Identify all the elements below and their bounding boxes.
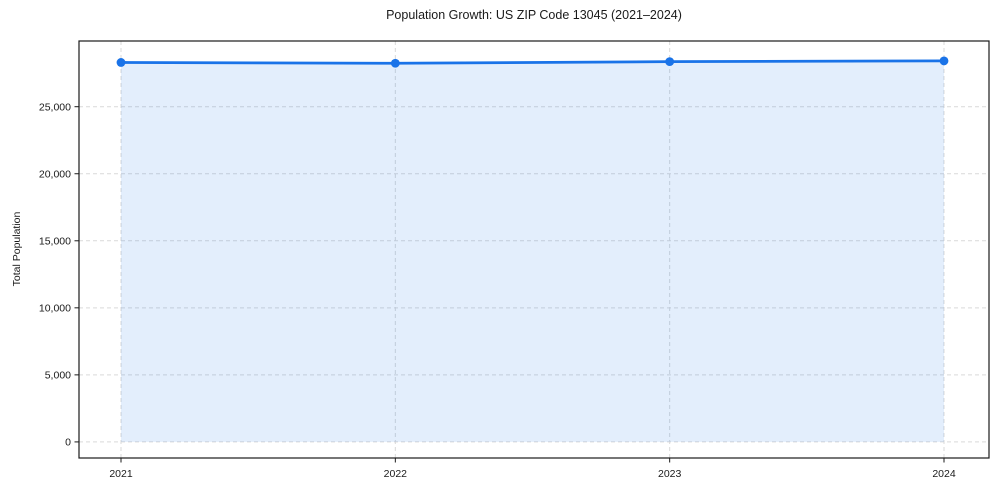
x-tick-label: 2024 bbox=[932, 468, 956, 480]
data-point bbox=[116, 58, 126, 67]
chart-title: Population Growth: US ZIP Code 13045 (20… bbox=[386, 8, 682, 22]
x-tick-label: 2022 bbox=[384, 468, 408, 480]
y-tick-label: 5,000 bbox=[45, 369, 71, 381]
y-tick-label: 0 bbox=[65, 437, 71, 449]
data-point bbox=[390, 58, 400, 68]
data-point bbox=[939, 56, 949, 66]
y-tick-label: 20,000 bbox=[39, 168, 71, 180]
axes-frame bbox=[78, 40, 990, 459]
x-tick-label: 2023 bbox=[658, 468, 682, 480]
y-tick-label: 15,000 bbox=[39, 235, 71, 247]
y-tick-label: 25,000 bbox=[39, 101, 71, 113]
x-tick-label: 2021 bbox=[109, 468, 133, 480]
data-line bbox=[119, 59, 946, 65]
y-tick-label: 10,000 bbox=[39, 302, 71, 314]
data-point bbox=[665, 57, 675, 67]
area-fill bbox=[121, 60, 944, 442]
